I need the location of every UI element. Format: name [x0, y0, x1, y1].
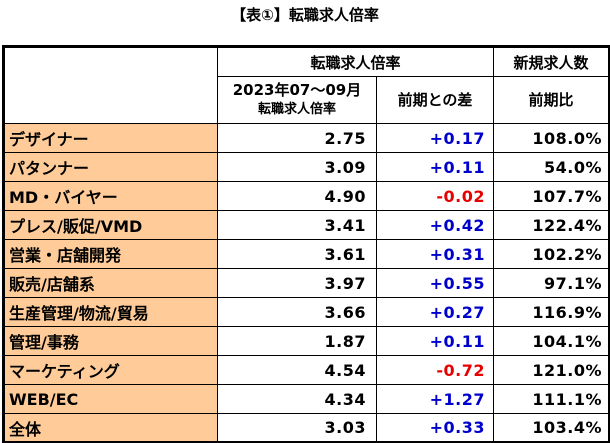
- row-job-offer-ratio: 4.54: [217, 355, 377, 385]
- header-col-ratio-period: 2023年07～09月: [232, 81, 362, 99]
- row-category-label: 生産管理/物流/貿易: [3, 297, 218, 327]
- table-row: 全体 3.03 +0.33 103.4%: [3, 413, 610, 443]
- row-new-openings-ratio: 97.1%: [493, 268, 610, 298]
- row-job-offer-ratio: 4.34: [217, 384, 377, 414]
- header-col-ratio-label: 転職求人倍率: [257, 102, 336, 117]
- row-category-label: プレス/販促/VMD: [3, 210, 218, 240]
- header-group-ratio: 転職求人倍率: [216, 46, 495, 77]
- table-row: 管理/事務 1.87 +0.11 104.1%: [3, 326, 610, 356]
- row-new-openings-ratio: 121.0%: [493, 355, 610, 385]
- table-row: MD・バイヤー 4.90 -0.02 107.7%: [3, 181, 610, 211]
- row-category-label: 管理/事務: [3, 326, 218, 356]
- table-body: デザイナー 2.75 +0.17 108.0% パタンナー 3.09 +0.11 54.0% M…: [3, 123, 610, 443]
- row-diff-from-previous: +0.42: [375, 210, 495, 240]
- row-new-openings-ratio: 116.9%: [493, 297, 610, 327]
- row-job-offer-ratio: 2.75: [217, 123, 377, 153]
- row-diff-from-previous: +0.11: [375, 326, 495, 356]
- row-category-label: デザイナー: [3, 123, 218, 153]
- row-job-offer-ratio: 3.41: [217, 210, 377, 240]
- row-new-openings-ratio: 102.2%: [493, 239, 610, 269]
- table-row: デザイナー 2.75 +0.17 108.0%: [3, 123, 610, 153]
- row-new-openings-ratio: 104.1%: [493, 326, 610, 356]
- job-offer-ratio-table: 転職求人倍率 新規求人数 2023年07～09月 転職求人倍率 前期との差 前期…: [2, 45, 610, 443]
- row-category-label: 販売/店舗系: [3, 268, 218, 298]
- table-row: 営業・店舗開発 3.61 +0.31 102.2%: [3, 239, 610, 269]
- table-row: パタンナー 3.09 +0.11 54.0%: [3, 152, 610, 182]
- row-category-label: 営業・店舗開発: [3, 239, 218, 269]
- header-col-ratio: 2023年07～09月 転職求人倍率: [217, 76, 377, 124]
- row-job-offer-ratio: 3.66: [217, 297, 377, 327]
- row-new-openings-ratio: 103.4%: [493, 413, 610, 443]
- row-diff-from-previous: +0.11: [375, 152, 495, 182]
- row-category-label: 全体: [3, 413, 218, 443]
- table-row: 販売/店舗系 3.97 +0.55 97.1%: [3, 268, 610, 298]
- header-row-sub: 2023年07～09月 転職求人倍率 前期との差 前期比: [4, 76, 610, 124]
- header-col-new-ratio: 前期比: [493, 76, 610, 124]
- row-diff-from-previous: +0.17: [375, 123, 495, 153]
- row-job-offer-ratio: 3.03: [217, 413, 377, 443]
- row-new-openings-ratio: 54.0%: [493, 152, 610, 182]
- row-job-offer-ratio: 3.61: [217, 239, 377, 269]
- table-row: WEB/EC 4.34 +1.27 111.1%: [3, 384, 610, 414]
- row-category-label: マーケティング: [3, 355, 218, 385]
- row-diff-from-previous: -0.02: [375, 181, 495, 211]
- row-job-offer-ratio: 3.09: [217, 152, 377, 182]
- row-diff-from-previous: +1.27: [375, 384, 495, 414]
- row-diff-from-previous: +0.31: [375, 239, 495, 269]
- row-diff-from-previous: +0.55: [375, 268, 495, 298]
- row-new-openings-ratio: 108.0%: [493, 123, 610, 153]
- header-row-group: 転職求人倍率 新規求人数: [3, 46, 610, 124]
- row-diff-from-previous: -0.72: [375, 355, 495, 385]
- table-row: マーケティング 4.54 -0.72 121.0%: [3, 355, 610, 385]
- header-col-diff: 前期との差: [375, 76, 495, 124]
- table-title: 【表①】転職求人倍率: [231, 6, 379, 24]
- row-job-offer-ratio: 4.90: [217, 181, 377, 211]
- row-job-offer-ratio: 1.87: [217, 326, 377, 356]
- row-category-label: パタンナー: [3, 152, 218, 182]
- row-job-offer-ratio: 3.97: [217, 268, 377, 298]
- row-new-openings-ratio: 111.1%: [493, 384, 610, 414]
- row-category-label: WEB/EC: [3, 384, 218, 414]
- row-category-label: MD・バイヤー: [3, 181, 218, 211]
- row-diff-from-previous: +0.33: [375, 413, 495, 443]
- row-new-openings-ratio: 122.4%: [493, 210, 610, 240]
- header-corner-cell: [3, 46, 218, 124]
- row-diff-from-previous: +0.27: [375, 297, 495, 327]
- table-row: プレス/販促/VMD 3.41 +0.42 122.4%: [3, 210, 610, 240]
- row-new-openings-ratio: 107.7%: [493, 181, 610, 211]
- header-group-new-openings: 新規求人数: [493, 46, 610, 77]
- table-row: 生産管理/物流/貿易 3.66 +0.27 116.9%: [3, 297, 610, 327]
